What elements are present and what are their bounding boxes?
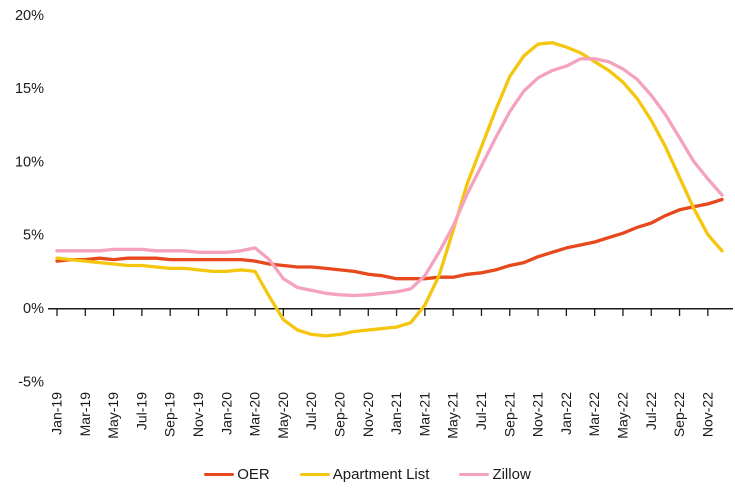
x-axis-tick-label: Jan-21 [388,392,404,435]
legend-label-oer: OER [237,466,270,483]
x-axis-tick-label: May-20 [275,392,291,439]
y-axis-tick-label: 5% [23,228,44,244]
y-axis-tick-label: 15% [15,81,44,97]
x-axis-tick-label: Jul-20 [303,392,319,430]
x-axis-tick-label: Mar-20 [247,392,263,437]
x-axis-tick-label: Mar-19 [77,392,93,437]
apartment-list-line [55,41,724,338]
apartment-list-line-swatch [299,473,330,476]
legend-label-apartment-list: Apartment List [332,466,430,483]
y-axis-tick-label: 20% [15,8,44,24]
zillow-line [55,57,724,298]
x-axis-tick-label: May-19 [105,392,121,439]
x-axis-tick-label: May-22 [614,392,630,439]
x-axis-tick-label: Nov-22 [699,392,715,437]
x-axis-tick-label: Sep-20 [331,392,347,437]
oer-line-swatch [204,473,235,476]
x-axis-tick-label: Mar-21 [416,392,432,437]
legend-label-zillow: Zillow [492,466,531,483]
y-axis-tick-label: 0% [23,301,44,317]
x-axis-tick-label: Nov-21 [530,392,546,437]
x-axis-tick-label: Nov-19 [190,392,206,437]
chart-legend: OER Apartment List Zillow [0,466,735,483]
x-axis-tick-label: Jan-19 [49,392,65,435]
zillow-line-swatch [459,473,490,476]
x-axis-tick-label: Jan-22 [558,392,574,435]
x-axis-tick-label: Jul-19 [133,392,149,430]
legend-item-zillow: Zillow [459,466,531,483]
oer-line [55,197,724,281]
legend-item-oer: OER [204,466,270,483]
y-axis-tick-label: -5% [18,374,44,390]
x-axis-tick-label: Jan-20 [218,392,234,435]
x-axis-tick-label: May-21 [445,392,461,439]
x-axis-tick-label: Nov-20 [360,392,376,437]
x-axis-tick-label: Jul-21 [473,392,489,430]
x-axis-tick-label: Jul-22 [643,392,659,430]
x-axis-tick-label: Sep-22 [671,392,687,437]
legend-item-apartment-list: Apartment List [299,466,430,483]
x-axis-tick-label: Mar-22 [586,392,602,437]
y-axis-tick-label: 10% [15,154,44,170]
x-axis-tick-label: Sep-21 [501,392,517,437]
x-axis-tick-label: Sep-19 [162,392,178,437]
